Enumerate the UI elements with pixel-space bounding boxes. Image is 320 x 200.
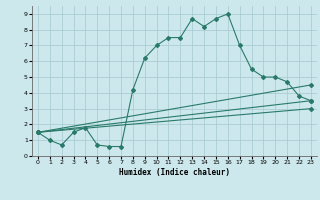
X-axis label: Humidex (Indice chaleur): Humidex (Indice chaleur) — [119, 168, 230, 177]
